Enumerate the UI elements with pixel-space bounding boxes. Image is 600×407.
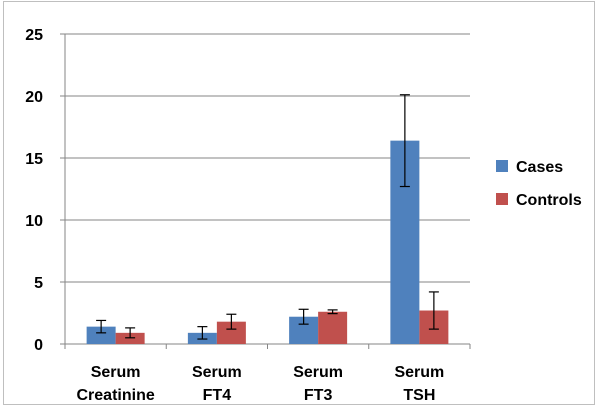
legend-label-controls: Controls: [516, 192, 582, 209]
bar-controls-1: [216, 321, 246, 344]
bars: [86, 140, 449, 344]
x-category-label: TSH: [403, 387, 435, 404]
y-tick-label: 0: [34, 337, 43, 354]
legend-label-cases: Cases: [516, 159, 563, 176]
y-tick-label: 15: [25, 151, 43, 168]
y-tick-label: 25: [25, 27, 43, 44]
x-category-label: FT4: [203, 387, 232, 404]
error-bars: [96, 94, 439, 340]
x-category-label: Creatinine: [77, 387, 155, 404]
y-tick-label: 5: [34, 275, 43, 292]
x-category-label: FT3: [304, 387, 333, 404]
x-category-label: Serum: [91, 364, 141, 381]
axis-labels: 0 5 10 15 20 25 Serum Creatinine Serum FT4 Serum FT…: [25, 27, 444, 404]
bar-controls-0: [115, 332, 145, 344]
x-category-label: Serum: [293, 364, 343, 381]
y-tick-label: 20: [25, 89, 43, 106]
bar-controls-2: [318, 311, 348, 344]
legend-swatch-cases: [496, 160, 508, 172]
legend-swatch-controls: [496, 193, 508, 205]
bar-cases-0: [86, 326, 116, 344]
legend: Cases Controls: [496, 159, 582, 209]
y-tick-label: 10: [25, 213, 43, 230]
x-category-label: Serum: [192, 364, 242, 381]
x-category-label: Serum: [394, 364, 444, 381]
